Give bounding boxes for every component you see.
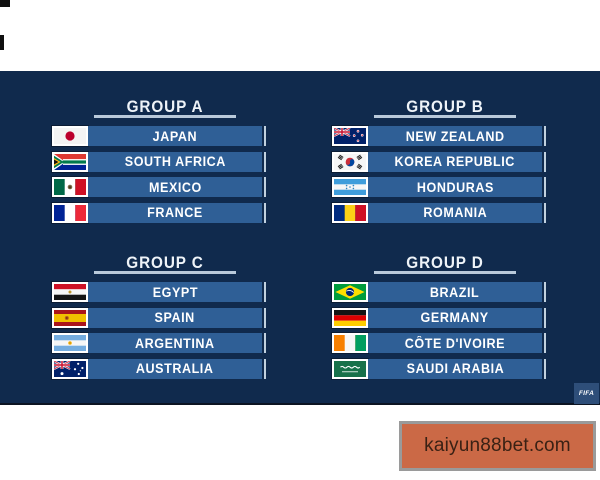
- bar-end-tick: [543, 177, 546, 197]
- bar-end-tick: [263, 358, 266, 379]
- team-row: SOUTH AFRICA: [40, 151, 270, 172]
- team-name: KOREA REPUBLIC: [394, 154, 516, 169]
- team-name: SPAIN: [154, 310, 196, 325]
- flag-cote-divoire-icon: [332, 333, 368, 353]
- team-bar: SAUDI ARABIA: [368, 358, 542, 379]
- flag-spain-icon: [52, 307, 88, 328]
- team-name: ROMANIA: [423, 205, 487, 220]
- team-name: SAUDI ARABIA: [406, 361, 504, 376]
- team-row: JAPAN: [40, 126, 270, 146]
- group-title: GROUP D: [406, 253, 484, 272]
- team-row: BRAZIL: [320, 282, 550, 302]
- team-name: HONDURAS: [416, 179, 494, 195]
- team-name: ARGENTINA: [135, 335, 215, 351]
- bar-end-tick: [543, 151, 546, 172]
- flag-romania-icon: [332, 202, 368, 223]
- team-row: SAUDI ARABIA: [320, 358, 550, 379]
- team-row: MEXICO: [40, 177, 270, 197]
- bar-end-tick: [543, 202, 546, 223]
- team-row: KOREA REPUBLIC: [320, 151, 550, 172]
- bar-end-tick: [543, 307, 546, 328]
- team-bar: GERMANY: [368, 307, 542, 328]
- team-bar: MEXICO: [88, 177, 262, 197]
- flag-france-icon: [52, 202, 88, 223]
- group-title: GROUP A: [126, 97, 204, 116]
- group-underline: [94, 271, 236, 274]
- team-name: NEW ZEALAND: [405, 128, 505, 144]
- team-row: FRANCE: [40, 202, 270, 223]
- flag-korea-republic-icon: [332, 151, 368, 172]
- team-bar: ROMANIA: [368, 202, 542, 223]
- team-bar: EGYPT: [88, 282, 262, 302]
- team-bar: SPAIN: [88, 307, 262, 328]
- team-name: EGYPT: [152, 284, 198, 300]
- team-bar: JAPAN: [88, 126, 262, 146]
- team-name: JAPAN: [152, 128, 198, 144]
- team-row: CÔTE D'IVOIRE: [320, 333, 550, 353]
- group-title: GROUP C: [126, 253, 204, 272]
- flag-japan-icon: [52, 126, 88, 146]
- bar-end-tick: [263, 333, 266, 353]
- team-row: ARGENTINA: [40, 333, 270, 353]
- team-name: SOUTH AFRICA: [124, 154, 226, 169]
- team-name: MEXICO: [148, 179, 202, 195]
- team-row: AUSTRALIA: [40, 358, 270, 379]
- flag-argentina-icon: [52, 333, 88, 353]
- group-underline: [374, 271, 516, 274]
- bar-end-tick: [263, 282, 266, 302]
- flag-south-africa-icon: [52, 151, 88, 172]
- team-name: BRAZIL: [430, 284, 480, 300]
- team-bar: AUSTRALIA: [88, 358, 262, 379]
- flag-egypt-icon: [52, 282, 88, 302]
- flag-honduras-icon: [332, 177, 368, 197]
- team-bar: CÔTE D'IVOIRE: [368, 333, 542, 353]
- team-row: NEW ZEALAND: [320, 126, 550, 146]
- corner-artifact: [0, 0, 10, 7]
- team-bar: NEW ZEALAND: [368, 126, 542, 146]
- group-title: GROUP B: [406, 97, 484, 116]
- draw-panel: GROUP A JAPAN SOUTH AFRICA MEXICO: [0, 71, 600, 405]
- team-row: EGYPT: [40, 282, 270, 302]
- flag-australia-icon: [52, 358, 88, 379]
- flag-germany-icon: [332, 307, 368, 328]
- flag-saudi-arabia-icon: [332, 358, 368, 379]
- watermark-box[interactable]: kaiyun88bet.com: [399, 421, 596, 471]
- team-name: AUSTRALIA: [136, 361, 214, 376]
- team-row: GERMANY: [320, 307, 550, 328]
- team-bar: SOUTH AFRICA: [88, 151, 262, 172]
- group-underline: [94, 115, 236, 118]
- bar-end-tick: [543, 358, 546, 379]
- flag-new-zealand-icon: [332, 126, 368, 146]
- team-name: CÔTE D'IVOIRE: [404, 335, 506, 351]
- flag-mexico-icon: [52, 177, 88, 197]
- flag-brazil-icon: [332, 282, 368, 302]
- team-row: HONDURAS: [320, 177, 550, 197]
- watermark-label: kaiyun88bet.com: [424, 435, 571, 456]
- team-row: ROMANIA: [320, 202, 550, 223]
- bar-end-tick: [263, 202, 266, 223]
- team-bar: FRANCE: [88, 202, 262, 223]
- team-bar: KOREA REPUBLIC: [368, 151, 542, 172]
- team-row: SPAIN: [40, 307, 270, 328]
- fifa-badge: FIFA: [574, 383, 599, 404]
- bar-end-tick: [543, 282, 546, 302]
- bar-end-tick: [263, 177, 266, 197]
- bar-end-tick: [263, 151, 266, 172]
- team-bar: HONDURAS: [368, 177, 542, 197]
- team-bar: BRAZIL: [368, 282, 542, 302]
- team-name: FRANCE: [147, 205, 203, 220]
- edge-artifact: [0, 35, 4, 50]
- bar-end-tick: [263, 307, 266, 328]
- team-bar: ARGENTINA: [88, 333, 262, 353]
- group-underline: [374, 115, 516, 118]
- team-name: GERMANY: [420, 310, 490, 325]
- bar-end-tick: [543, 126, 546, 146]
- bar-end-tick: [263, 126, 266, 146]
- bar-end-tick: [543, 333, 546, 353]
